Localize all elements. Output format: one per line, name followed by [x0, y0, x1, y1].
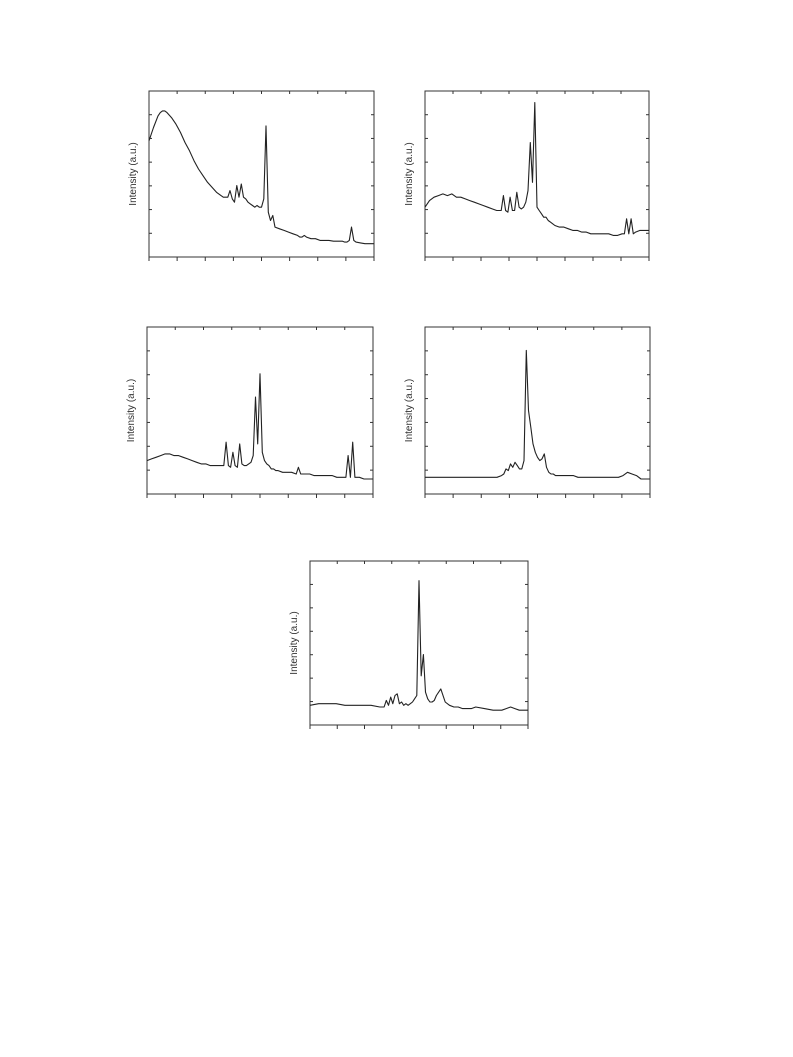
spectrum-panel-2: Intensity (a.u.)	[404, 90, 650, 261]
y-axis-label: Intensity (a.u.)	[404, 142, 415, 205]
spectrum-panel-1: Intensity (a.u.)	[128, 90, 375, 261]
spectrum-line	[425, 349, 650, 480]
y-axis-label: Intensity (a.u.)	[289, 611, 300, 674]
spectrum-line	[424, 102, 649, 236]
spectrum-panel-5: Intensity (a.u.)	[289, 560, 529, 729]
plot-frame	[146, 326, 374, 495]
plot-frame	[148, 90, 375, 258]
spectrum-panel-4: Intensity (a.u.)	[404, 326, 651, 498]
plot-frame	[424, 90, 650, 258]
spectrum-line	[309, 580, 528, 711]
spectrum-panel-3: Intensity (a.u.)	[126, 326, 374, 498]
spectrum-line	[146, 373, 373, 480]
y-axis-label: Intensity (a.u.)	[128, 142, 139, 205]
plot-frame	[424, 326, 651, 495]
y-axis-label: Intensity (a.u.)	[404, 379, 415, 442]
y-axis-label: Intensity (a.u.)	[126, 379, 137, 442]
spectrum-line	[148, 110, 374, 245]
